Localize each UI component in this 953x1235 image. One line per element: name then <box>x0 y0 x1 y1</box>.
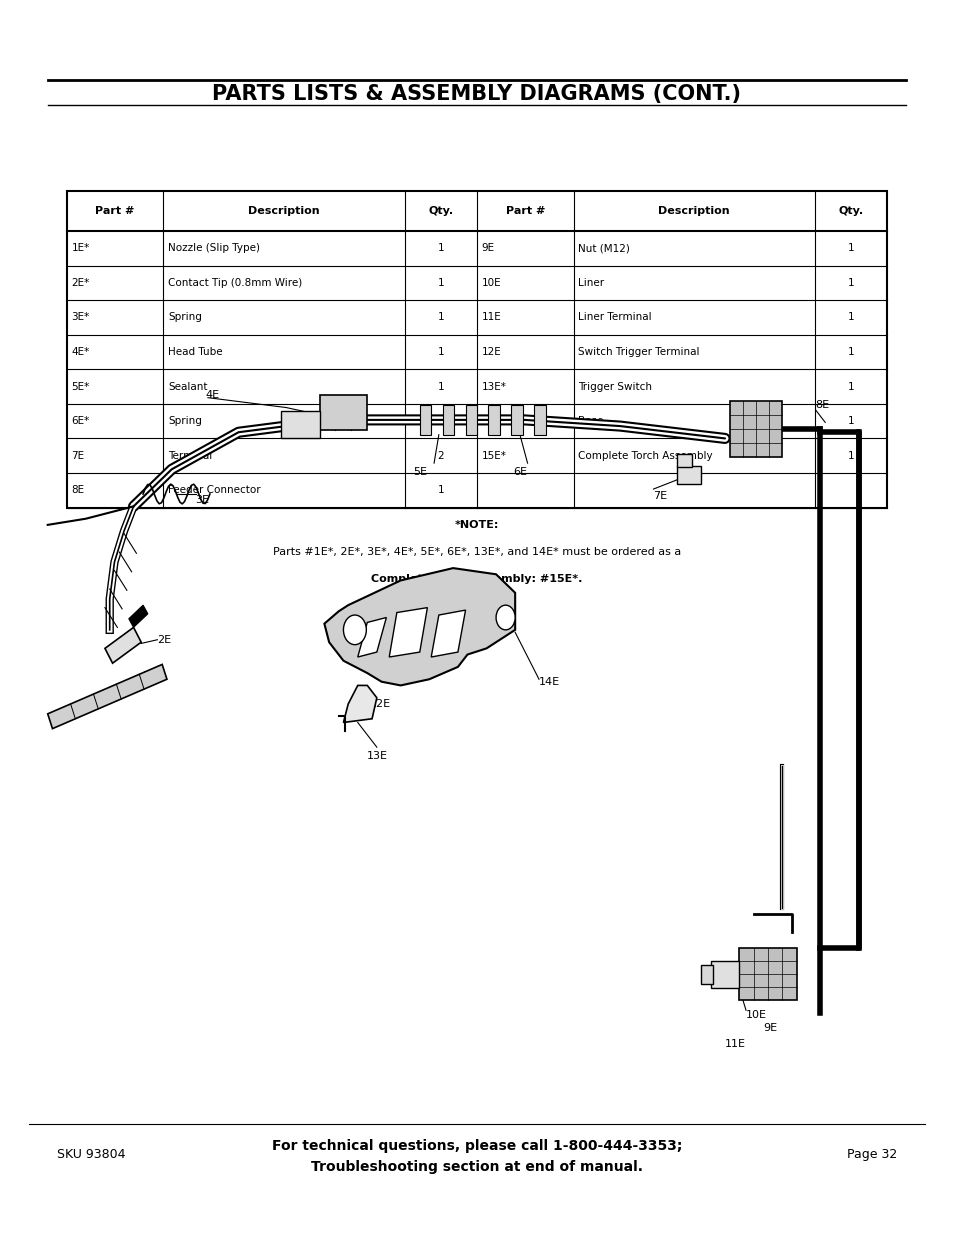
Polygon shape <box>48 664 167 729</box>
Text: Head Tube: Head Tube <box>168 347 222 357</box>
Text: 1: 1 <box>437 416 444 426</box>
Text: Switch Trigger Terminal: Switch Trigger Terminal <box>578 347 700 357</box>
Text: 1: 1 <box>847 416 854 426</box>
Text: 13E: 13E <box>366 751 387 761</box>
Text: Part #: Part # <box>95 206 134 216</box>
Text: 2E: 2E <box>157 635 172 645</box>
Text: 14E: 14E <box>538 677 559 687</box>
Text: 1: 1 <box>847 347 854 357</box>
Text: 2: 2 <box>437 451 444 461</box>
Text: 1E: 1E <box>143 671 157 680</box>
Text: 3E*: 3E* <box>71 312 90 322</box>
Text: Complete Torch Assembly: Complete Torch Assembly <box>578 451 712 461</box>
Text: SKU 93804: SKU 93804 <box>57 1149 126 1161</box>
Text: 1: 1 <box>437 278 444 288</box>
Text: Parts #1E*, 2E*, 3E*, 4E*, 5E*, 6E*, 13E*, and 14E* must be ordered as a: Parts #1E*, 2E*, 3E*, 4E*, 5E*, 6E*, 13E… <box>273 547 680 557</box>
Bar <box>465 405 476 435</box>
Text: Description: Description <box>248 206 319 216</box>
Text: 11E: 11E <box>481 312 501 322</box>
Bar <box>419 405 431 435</box>
Text: Page 32: Page 32 <box>845 1149 896 1161</box>
Bar <box>677 466 700 484</box>
Text: 4E: 4E <box>205 390 219 400</box>
Text: 3E: 3E <box>195 495 210 505</box>
Text: Contact Tip (0.8mm Wire): Contact Tip (0.8mm Wire) <box>168 278 302 288</box>
Text: 1: 1 <box>437 243 444 253</box>
Text: 5E*: 5E* <box>71 382 90 391</box>
Text: 1: 1 <box>847 451 854 461</box>
Text: Spring: Spring <box>168 416 202 426</box>
Polygon shape <box>389 608 427 657</box>
Text: Liner: Liner <box>578 278 604 288</box>
Text: *NOTE:: *NOTE: <box>455 520 498 530</box>
Text: 1: 1 <box>437 382 444 391</box>
Circle shape <box>496 605 515 630</box>
Text: 1: 1 <box>847 312 854 322</box>
Polygon shape <box>105 627 141 663</box>
Text: Troubleshooting section at end of manual.: Troubleshooting section at end of manual… <box>311 1160 642 1174</box>
Text: 1: 1 <box>847 382 854 391</box>
Polygon shape <box>343 685 376 722</box>
Bar <box>729 401 781 457</box>
Bar <box>488 405 499 435</box>
Bar <box>67 191 886 508</box>
Text: 6E*: 6E* <box>71 416 90 426</box>
Text: Spring: Spring <box>168 312 202 322</box>
Text: Feeder Connector: Feeder Connector <box>168 485 260 495</box>
Text: 13E*: 13E* <box>481 382 506 391</box>
Text: For technical questions, please call 1-800-444-3353;: For technical questions, please call 1-8… <box>272 1139 681 1153</box>
Bar <box>677 454 691 467</box>
Text: Terminal: Terminal <box>168 451 213 461</box>
Text: 1: 1 <box>437 312 444 322</box>
Text: 1: 1 <box>847 243 854 253</box>
Text: 6E: 6E <box>513 467 526 477</box>
Text: Qty.: Qty. <box>428 206 453 216</box>
Text: 1: 1 <box>437 485 444 495</box>
Bar <box>281 411 319 438</box>
Text: 7E: 7E <box>653 492 667 501</box>
Bar <box>700 965 712 984</box>
Text: 9E: 9E <box>762 1023 777 1032</box>
Text: 10E: 10E <box>481 278 501 288</box>
Text: 8E: 8E <box>815 400 829 410</box>
Text: Part #: Part # <box>505 206 544 216</box>
Bar <box>710 961 739 988</box>
Text: 10E: 10E <box>745 1010 766 1020</box>
Text: 2E*: 2E* <box>71 278 90 288</box>
Text: 11E: 11E <box>724 1039 745 1049</box>
Text: 14E*: 14E* <box>481 416 506 426</box>
Text: Nozzle (Slip Type): Nozzle (Slip Type) <box>168 243 260 253</box>
Text: Liner Terminal: Liner Terminal <box>578 312 651 322</box>
Text: Base: Base <box>578 416 603 426</box>
Text: 5E: 5E <box>413 467 426 477</box>
Polygon shape <box>431 610 465 657</box>
Text: 15E*: 15E* <box>481 451 506 461</box>
Text: 12E: 12E <box>370 699 391 709</box>
Text: 1: 1 <box>847 278 854 288</box>
Text: PARTS LISTS & ASSEMBLY DIAGRAMS (CONT.): PARTS LISTS & ASSEMBLY DIAGRAMS (CONT.) <box>213 84 740 104</box>
Bar <box>739 948 796 1000</box>
Bar <box>319 395 367 430</box>
Text: Complete Torch Assembly: #15E*.: Complete Torch Assembly: #15E*. <box>371 574 582 584</box>
Text: 9E: 9E <box>481 243 495 253</box>
Circle shape <box>343 615 366 645</box>
Polygon shape <box>129 605 148 627</box>
Text: 8E: 8E <box>71 485 85 495</box>
Text: Qty.: Qty. <box>838 206 862 216</box>
Polygon shape <box>357 618 386 657</box>
Bar <box>534 405 545 435</box>
Text: Trigger Switch: Trigger Switch <box>578 382 652 391</box>
Text: 12E: 12E <box>481 347 501 357</box>
Text: 7E: 7E <box>71 451 85 461</box>
Text: 1: 1 <box>437 347 444 357</box>
Text: 1E*: 1E* <box>71 243 90 253</box>
Text: 4E*: 4E* <box>71 347 90 357</box>
Text: Nut (M12): Nut (M12) <box>578 243 630 253</box>
Bar <box>511 405 522 435</box>
Polygon shape <box>324 568 515 685</box>
Text: Sealant: Sealant <box>168 382 208 391</box>
Text: Description: Description <box>658 206 729 216</box>
Bar <box>442 405 454 435</box>
